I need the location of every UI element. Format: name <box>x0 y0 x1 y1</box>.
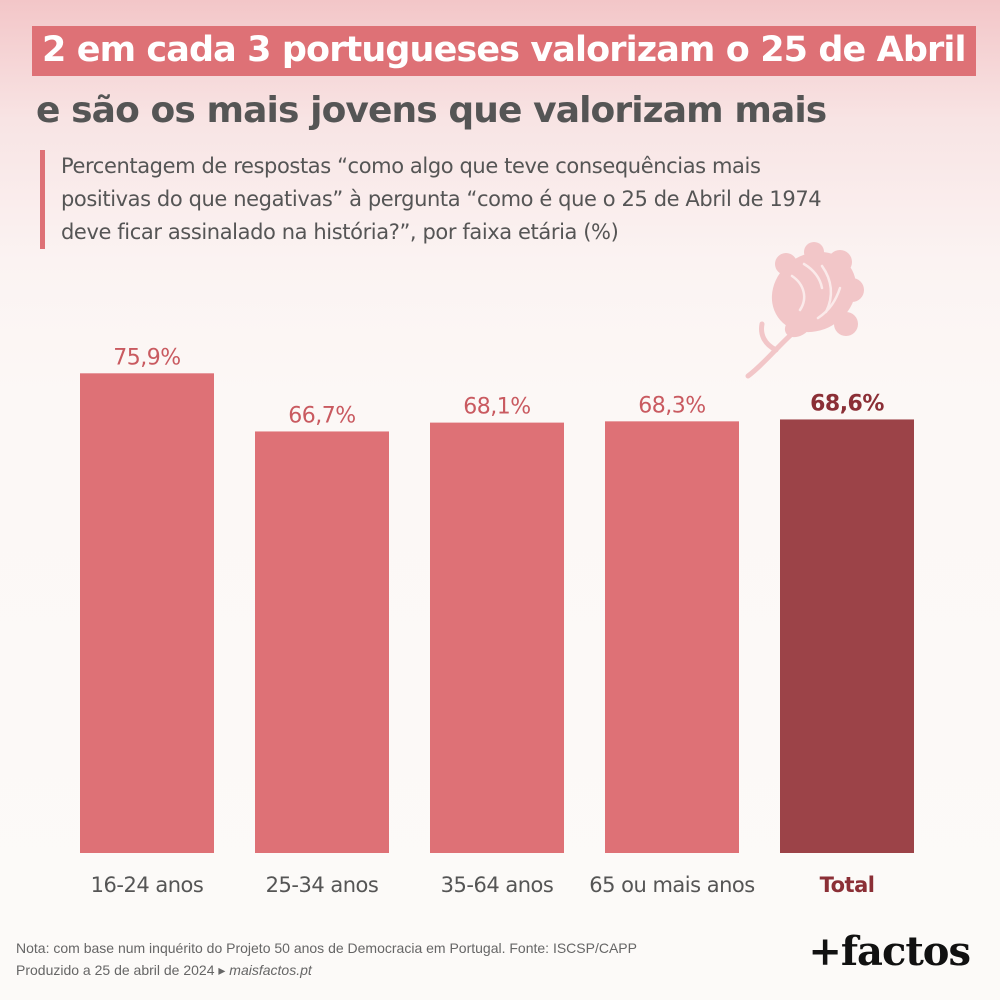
description-line: deve ficar assinalado na história?”, por… <box>61 220 619 244</box>
bar-1 <box>80 373 214 853</box>
category-label: 65 ou mais anos <box>589 873 754 897</box>
category-label: Total <box>820 873 875 897</box>
production-line: Produzido a 25 de abril de 2024 ▸ maisfa… <box>16 959 637 981</box>
category-label: 25-34 anos <box>266 873 379 897</box>
chart-subtitle: e são os mais jovens que valorizam mais <box>36 90 827 131</box>
data-label: 68,6% <box>810 391 884 416</box>
source-note: Nota: com base num inquérito do Projeto … <box>16 940 637 956</box>
brand-logo: +factos <box>808 928 971 975</box>
chart-title: 2 em cada 3 portugueses valorizam o 25 d… <box>42 30 966 70</box>
data-label: 75,9% <box>113 345 180 370</box>
data-label: 68,3% <box>638 393 705 418</box>
bar-2 <box>255 431 389 853</box>
data-label: 68,1% <box>463 395 530 420</box>
category-label: 16-24 anos <box>91 873 204 897</box>
bar-5 <box>780 419 914 853</box>
data-label: 66,7% <box>288 403 355 428</box>
carnation-icon <box>745 242 864 379</box>
description-line: Percentagem de respostas “como algo que … <box>61 154 761 178</box>
category-label: 35-64 anos <box>441 873 554 897</box>
bar-3 <box>430 422 564 853</box>
title-banner: 2 em cada 3 portugueses valorizam o 25 d… <box>32 26 976 76</box>
description-line: positivas do que negativas” à pergunta “… <box>61 187 822 211</box>
bar-4 <box>605 421 739 853</box>
footer-note: Nota: com base num inquérito do Projeto … <box>16 937 637 981</box>
produced-date: Produzido a 25 de abril de 2024 <box>16 962 215 978</box>
chart-description: Percentagem de respostas “como algo que … <box>40 150 961 249</box>
arrow-icon: ▸ <box>218 962 226 978</box>
site-link[interactable]: maisfactos.pt <box>229 962 312 978</box>
